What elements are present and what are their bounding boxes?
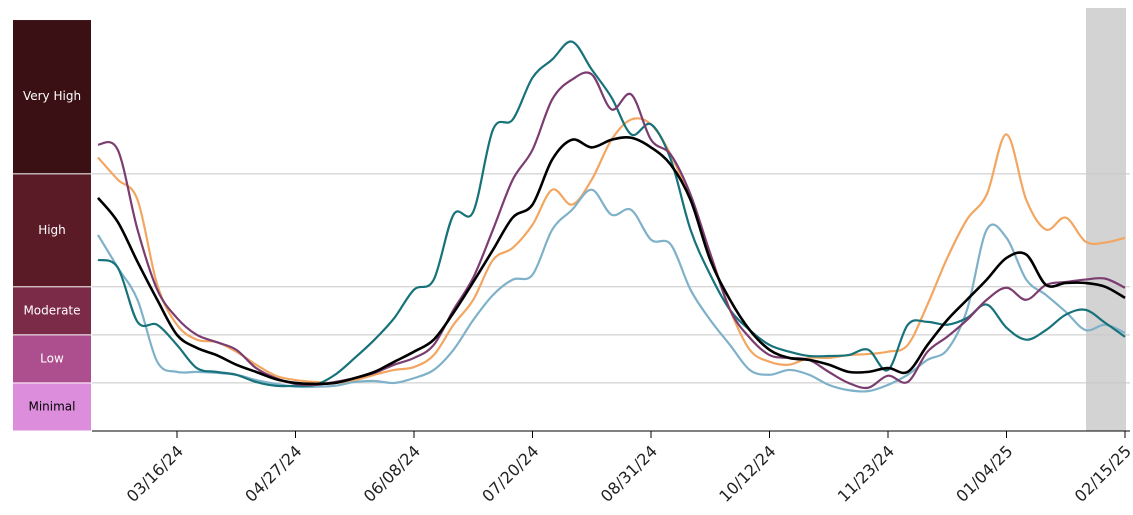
x-tick-label: 10/12/24 bbox=[715, 442, 779, 506]
series-line bbox=[96, 136, 1126, 386]
x-tick-label: 11/23/24 bbox=[834, 442, 898, 506]
series-line bbox=[97, 188, 1126, 393]
x-tick-label: 04/27/24 bbox=[241, 442, 305, 506]
x-tick-label: 08/31/24 bbox=[597, 442, 661, 506]
series-line bbox=[97, 117, 1126, 385]
level-band bbox=[13, 287, 91, 335]
series-line bbox=[97, 71, 1126, 390]
level-label: Moderate bbox=[23, 303, 80, 317]
level-band bbox=[13, 20, 91, 174]
level-label: High bbox=[38, 223, 66, 237]
series-line bbox=[97, 40, 1126, 388]
incomplete-data-shade bbox=[1086, 8, 1126, 431]
plot: 03/16/24 04/27/24 06/08/24 07/20/24 08/31/24… bbox=[96, 40, 1133, 506]
x-tick-label: 06/08/24 bbox=[360, 442, 424, 506]
x-tick-label: 03/16/24 bbox=[123, 442, 187, 506]
x-tick-label: 01/04/25 bbox=[952, 442, 1016, 506]
level-band bbox=[13, 383, 91, 431]
level-band bbox=[13, 174, 91, 287]
level-label: Low bbox=[40, 351, 64, 365]
level-label: Minimal bbox=[28, 399, 75, 413]
x-tick-label: 07/20/24 bbox=[478, 442, 542, 506]
level-band bbox=[13, 335, 91, 383]
x-tick-label: 02/15/25 bbox=[1071, 442, 1133, 506]
level-label: Very High bbox=[23, 89, 81, 103]
